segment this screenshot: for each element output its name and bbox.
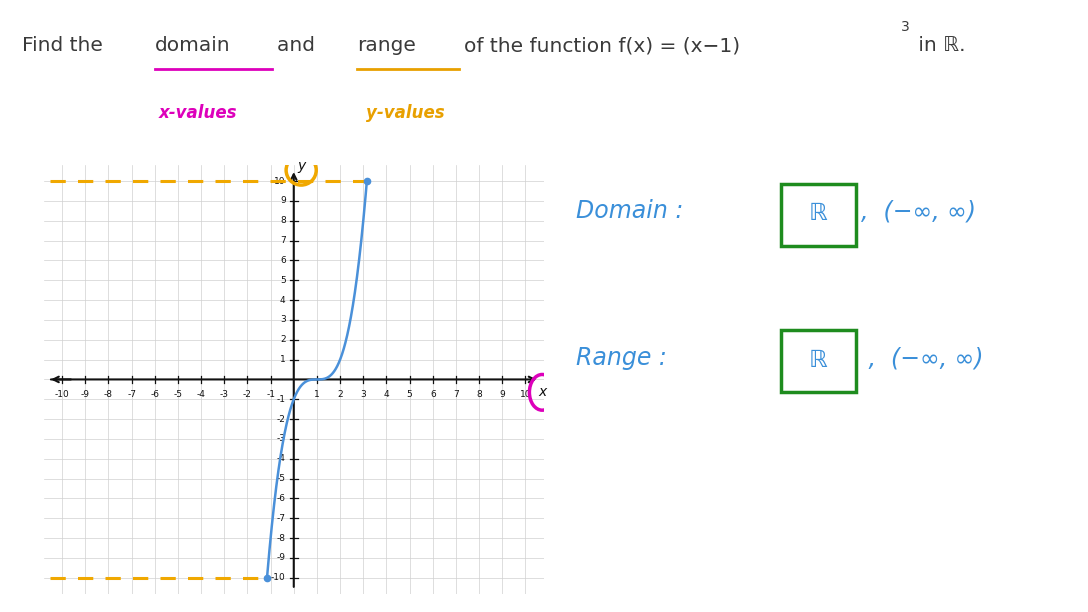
- Text: 10: 10: [520, 390, 531, 400]
- FancyBboxPatch shape: [781, 330, 856, 392]
- Text: 4: 4: [384, 390, 390, 400]
- Text: x-values: x-values: [158, 104, 237, 122]
- Text: 10: 10: [274, 177, 286, 185]
- Text: 7: 7: [280, 236, 286, 245]
- Text: -6: -6: [276, 494, 286, 503]
- Text: ,  (−∞, ∞): , (−∞, ∞): [861, 346, 984, 370]
- Text: -2: -2: [276, 414, 286, 424]
- Text: 9: 9: [499, 390, 505, 400]
- Text: 3: 3: [280, 315, 286, 324]
- Text: x: x: [539, 386, 547, 400]
- Text: -9: -9: [276, 553, 286, 562]
- Text: -4: -4: [276, 454, 286, 463]
- Text: -9: -9: [81, 390, 89, 400]
- Text: 7: 7: [453, 390, 459, 400]
- Text: -7: -7: [127, 390, 136, 400]
- Text: -4: -4: [197, 390, 206, 400]
- Text: of the function f(x) = (x−1): of the function f(x) = (x−1): [463, 36, 740, 56]
- Text: ℝ: ℝ: [809, 201, 828, 225]
- Text: -10: -10: [271, 573, 286, 582]
- Text: y: y: [298, 159, 306, 173]
- Text: 2: 2: [337, 390, 343, 400]
- Text: 3: 3: [901, 20, 910, 34]
- Text: 1: 1: [314, 390, 320, 400]
- Text: -3: -3: [276, 435, 286, 444]
- Text: 5: 5: [407, 390, 412, 400]
- Text: Range :: Range :: [576, 346, 667, 370]
- Text: 8: 8: [477, 390, 482, 400]
- Text: -6: -6: [150, 390, 159, 400]
- Text: -10: -10: [54, 390, 70, 400]
- Text: -8: -8: [103, 390, 113, 400]
- Text: in ℝ.: in ℝ.: [912, 36, 965, 56]
- Text: -2: -2: [243, 390, 251, 400]
- Text: domain: domain: [154, 36, 231, 56]
- Text: -8: -8: [276, 534, 286, 543]
- Text: 1: 1: [280, 355, 286, 364]
- Text: 2: 2: [280, 335, 286, 345]
- Text: Find the: Find the: [22, 36, 109, 56]
- Text: y-values: y-values: [366, 104, 445, 122]
- Text: -7: -7: [276, 513, 286, 523]
- Text: and: and: [277, 36, 322, 56]
- Text: 6: 6: [430, 390, 435, 400]
- Text: 9: 9: [280, 196, 286, 206]
- Text: ℝ: ℝ: [809, 348, 828, 372]
- Text: 6: 6: [280, 256, 286, 265]
- Text: -3: -3: [220, 390, 228, 400]
- Text: ,  (−∞, ∞): , (−∞, ∞): [861, 199, 976, 223]
- FancyBboxPatch shape: [781, 184, 856, 245]
- Text: 8: 8: [280, 216, 286, 225]
- Text: Domain :: Domain :: [576, 199, 683, 223]
- Text: 5: 5: [280, 276, 286, 285]
- Text: range: range: [357, 36, 417, 56]
- Text: -1: -1: [276, 395, 286, 404]
- Text: 3: 3: [360, 390, 367, 400]
- Text: 4: 4: [280, 296, 286, 305]
- Text: -5: -5: [276, 474, 286, 483]
- Text: -5: -5: [173, 390, 183, 400]
- Text: -1: -1: [267, 390, 275, 400]
